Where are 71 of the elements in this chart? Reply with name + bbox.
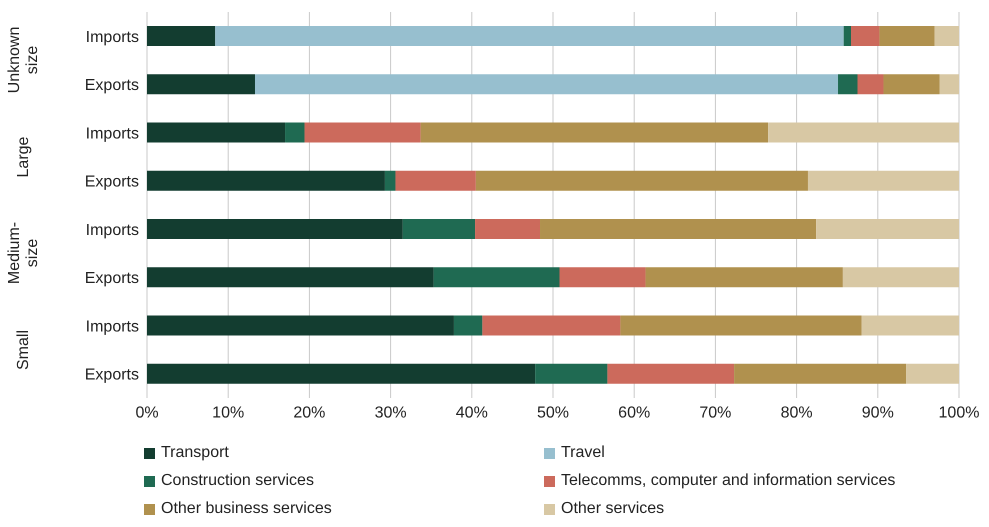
bar bbox=[816, 219, 959, 239]
bar bbox=[934, 26, 959, 46]
bar bbox=[646, 267, 843, 288]
y-tick-label: Imports bbox=[86, 318, 139, 336]
x-tick-label: 100% bbox=[938, 404, 980, 422]
bar bbox=[395, 170, 476, 191]
bar bbox=[147, 219, 403, 239]
y-tick-label: Exports bbox=[84, 366, 139, 384]
legend-label: Transport bbox=[161, 444, 229, 462]
legend-label: Travel bbox=[561, 444, 605, 462]
bar bbox=[883, 74, 940, 94]
bar bbox=[862, 316, 959, 336]
x-tick-label: 50% bbox=[536, 404, 570, 422]
x-tick-label: 30% bbox=[374, 404, 407, 422]
bar bbox=[475, 219, 540, 239]
bar bbox=[844, 26, 852, 46]
x-tick-label: 0% bbox=[135, 404, 159, 422]
bar bbox=[535, 364, 608, 384]
bar bbox=[285, 122, 305, 142]
bar bbox=[304, 122, 421, 142]
text: Small bbox=[15, 330, 33, 370]
bar bbox=[858, 74, 884, 94]
bar bbox=[808, 170, 959, 191]
x-tick-label: 10% bbox=[212, 404, 244, 422]
text: Medium-size bbox=[6, 222, 42, 284]
x-tick-label: 40% bbox=[456, 404, 488, 422]
bar bbox=[482, 316, 620, 336]
bar bbox=[906, 364, 959, 384]
bar bbox=[384, 170, 396, 191]
bar bbox=[147, 267, 434, 288]
y-tick-label: Exports bbox=[84, 174, 139, 191]
x-tick-label: 80% bbox=[780, 404, 813, 422]
bar bbox=[215, 26, 844, 46]
bar bbox=[540, 219, 816, 239]
bar bbox=[842, 267, 959, 288]
y-tick-label: Imports bbox=[86, 222, 139, 239]
bar bbox=[147, 122, 286, 142]
legend-label: Other business services bbox=[161, 500, 332, 518]
y-tick-label: Exports bbox=[84, 77, 139, 94]
bar bbox=[147, 316, 454, 336]
bar bbox=[620, 316, 862, 336]
x-tick-label: 60% bbox=[618, 404, 650, 422]
bar bbox=[476, 170, 808, 191]
bar bbox=[147, 74, 255, 94]
bar bbox=[940, 74, 959, 94]
bar bbox=[851, 26, 880, 46]
legend-label: Construction services bbox=[161, 472, 314, 490]
bar bbox=[559, 267, 646, 288]
y-tick-label: Imports bbox=[86, 125, 139, 142]
bar bbox=[454, 316, 482, 336]
bar bbox=[838, 74, 858, 94]
bar bbox=[147, 26, 216, 46]
y-tick-label: Imports bbox=[86, 28, 139, 46]
text: Large bbox=[15, 136, 33, 178]
bar bbox=[768, 122, 959, 142]
bar bbox=[420, 122, 768, 142]
text: Unknown size bbox=[6, 26, 42, 94]
legend-label: Other services bbox=[561, 500, 664, 518]
y-tick-label: Exports bbox=[84, 270, 139, 288]
bar bbox=[879, 26, 935, 46]
bar bbox=[434, 267, 560, 288]
x-tick-label: 70% bbox=[699, 404, 732, 422]
x-tick-label: 20% bbox=[293, 404, 326, 422]
bar bbox=[734, 364, 906, 384]
bar bbox=[254, 74, 838, 94]
bar bbox=[147, 170, 385, 191]
bar bbox=[402, 219, 476, 239]
bar bbox=[607, 364, 734, 384]
x-tick-label: 90% bbox=[862, 404, 894, 422]
bar bbox=[147, 364, 536, 384]
legend-label: Telecomms, computer and information services bbox=[561, 472, 896, 490]
